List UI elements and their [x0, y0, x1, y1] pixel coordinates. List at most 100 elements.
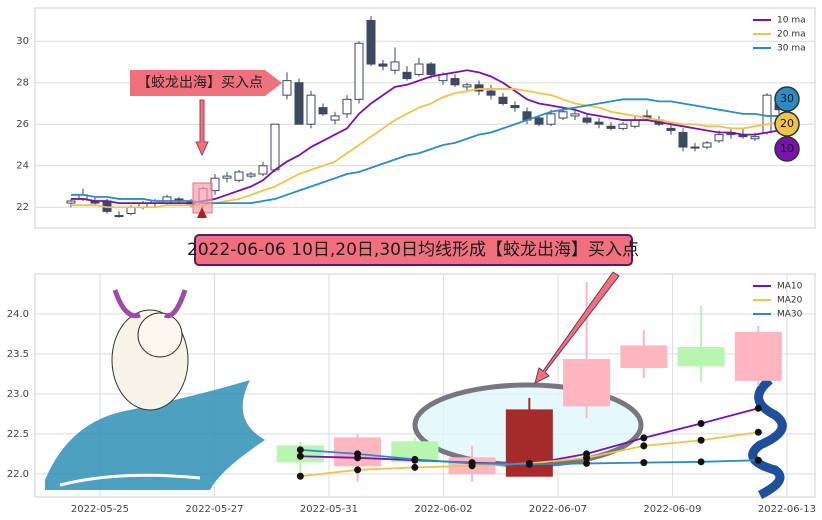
y-tick-label: 30 — [16, 36, 29, 47]
candle-body — [294, 82, 304, 125]
legend-label: MA20 — [777, 296, 803, 306]
candle-body — [402, 71, 412, 80]
legend-label: MA10 — [777, 282, 803, 292]
ma-marker — [468, 459, 476, 467]
candle-body — [114, 215, 124, 218]
ma-line — [71, 98, 779, 204]
top-plot — [34, 7, 816, 229]
overlay-layer: 【蛟龙出海】买入点 2022-06-06 10日,20日,30日均线形成【蛟龙出… — [130, 16, 806, 384]
y-tick-label: 22.0 — [7, 469, 29, 480]
ma-marker — [697, 419, 705, 427]
candle-body — [714, 134, 724, 142]
candle-body — [222, 175, 232, 179]
dragon-illustration — [748, 376, 787, 500]
legend-label: 20 ma — [777, 30, 806, 40]
candle-body — [486, 90, 496, 96]
legend-label: 10 ma — [777, 16, 806, 26]
arrow-to-ellipse — [534, 271, 620, 384]
candle-body — [762, 94, 772, 134]
ma-marker — [583, 454, 591, 462]
ma-badge-label: 30 — [780, 92, 794, 105]
ma-marker — [640, 442, 648, 450]
candle-body — [510, 105, 520, 109]
candle-body — [306, 94, 316, 125]
candle-body — [462, 84, 472, 88]
ma-marker — [525, 460, 533, 468]
candle-body — [162, 196, 172, 204]
candle-body — [534, 117, 544, 125]
candle-body — [330, 115, 340, 121]
surf-illustration — [45, 289, 265, 490]
candle-body — [690, 146, 700, 149]
y-tick-label: 22 — [16, 202, 29, 213]
y-tick-label: 28 — [16, 78, 29, 89]
candle-body — [594, 121, 604, 125]
candle-body — [354, 42, 364, 100]
ma-marker — [640, 434, 648, 442]
candle-body — [582, 117, 592, 123]
candle-body — [282, 80, 292, 96]
ma-marker — [697, 436, 705, 444]
arrow-down — [195, 99, 209, 157]
y-tick-label: 24.0 — [7, 309, 29, 320]
marks-layer — [66, 16, 784, 482]
y-tick-label: 26 — [16, 119, 29, 130]
x-tick-label: 2022-06-02 — [414, 504, 472, 515]
ma-marker — [754, 428, 762, 436]
ma-badge — [774, 86, 800, 112]
ma-line — [71, 88, 780, 209]
candle-body — [234, 171, 244, 181]
ma-marker — [354, 450, 362, 458]
candle-body — [270, 123, 280, 171]
candle-body — [450, 78, 460, 86]
candle-body — [666, 127, 676, 131]
candle-body — [678, 132, 688, 148]
annotation: 【蛟龙出海】买入点 — [137, 75, 263, 91]
candle-body — [546, 113, 556, 125]
ma-marker — [296, 472, 304, 480]
candle-body — [563, 359, 611, 407]
ma-marker — [754, 404, 762, 412]
candle-body — [702, 142, 712, 148]
candle-body — [318, 107, 328, 115]
ma-badge — [774, 111, 800, 137]
x-tick-label: 2022-05-31 — [300, 504, 358, 515]
ma-marker — [354, 466, 362, 474]
ma-marker — [296, 452, 304, 460]
ma-badge-label: 10 — [780, 142, 794, 155]
legend-label: MA30 — [777, 310, 803, 320]
candle-body — [258, 165, 268, 175]
y-tick-label: 22.5 — [7, 429, 29, 440]
ma-marker — [754, 456, 762, 464]
candle-body — [378, 63, 388, 67]
y-tick-label: 23.0 — [7, 389, 29, 400]
candle-body — [66, 200, 76, 204]
legend-label: 30 ma — [777, 44, 806, 54]
candle-body — [366, 19, 376, 65]
y-tick-label: 24 — [16, 161, 29, 172]
candle-body — [558, 111, 568, 119]
ma-marker — [697, 458, 705, 466]
candle-body — [570, 113, 580, 117]
candle-body — [606, 125, 616, 129]
candle-body — [734, 331, 782, 381]
ma-marker — [296, 446, 304, 454]
candle-body — [246, 173, 256, 177]
candle-body — [677, 347, 725, 367]
ma-marker — [411, 455, 419, 463]
x-tick-label: 2022-06-09 — [643, 504, 701, 515]
y-tick-label: 23.5 — [7, 349, 29, 360]
candle-body — [630, 119, 640, 127]
ma-marker — [640, 459, 648, 467]
candle-body — [618, 123, 628, 129]
candle-body — [498, 96, 508, 104]
ma-badge-label: 20 — [780, 117, 794, 130]
candle-body — [474, 84, 484, 92]
x-tick-label: 2022-05-25 — [71, 504, 129, 515]
x-tick-label: 2022-06-13 — [758, 504, 816, 515]
candle-body — [620, 345, 668, 369]
candle-body — [426, 63, 436, 75]
candle-body — [390, 61, 400, 71]
